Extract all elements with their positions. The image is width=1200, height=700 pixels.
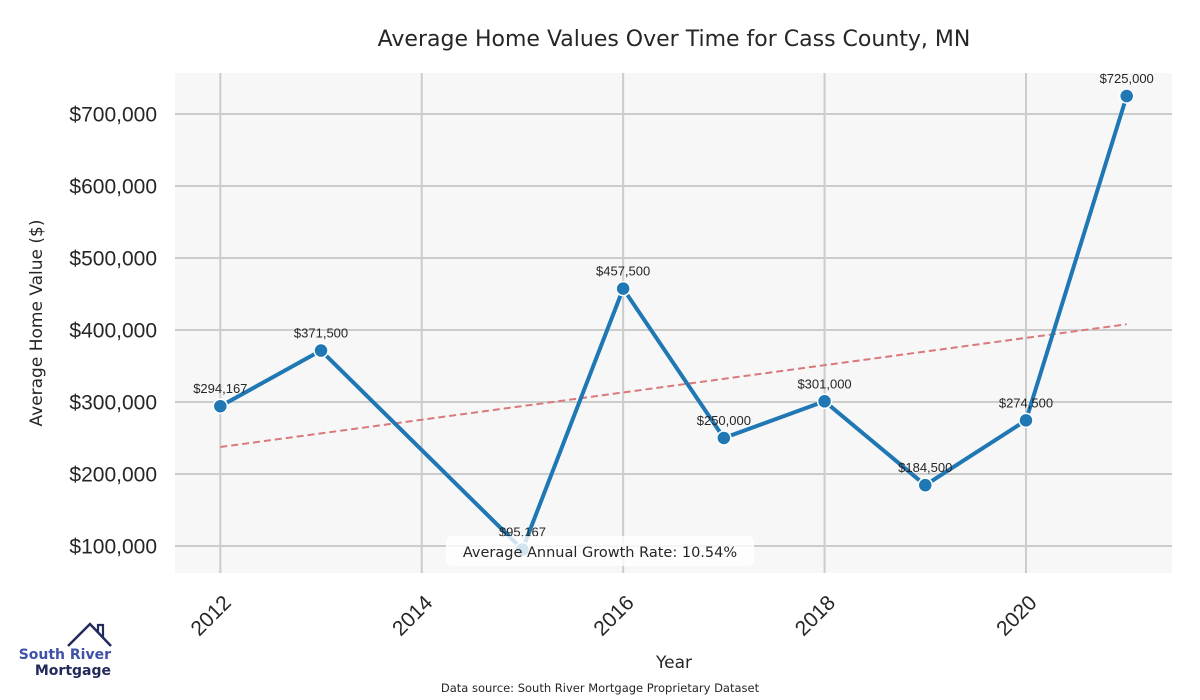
data-point	[917, 477, 934, 493]
data-label: $371,500	[294, 326, 348, 341]
data-point	[716, 430, 732, 446]
x-tick-label: 2014	[388, 591, 438, 641]
y-axis-ticks: $100,000 $200,000 $300,000 $400,000 $500,000…	[69, 104, 157, 559]
y-tick-label: $100,000	[69, 536, 157, 559]
data-point	[1018, 412, 1034, 429]
annotation-box	[446, 536, 754, 566]
data-point	[615, 280, 631, 297]
y-tick-label: $500,000	[69, 248, 157, 271]
source-note: Data source: South River Mortgage Propri…	[441, 681, 760, 695]
logo-text-line2: Mortgage	[35, 663, 111, 679]
chart-title: Average Home Values Over Time for Cass C…	[378, 27, 971, 52]
annotation-text: Average Annual Growth Rate: 10.54%	[463, 545, 737, 561]
company-logo: South River Mortgage	[19, 622, 112, 679]
data-point	[212, 398, 229, 414]
y-tick-label: $600,000	[69, 176, 157, 199]
y-tick-label: $300,000	[69, 392, 157, 415]
data-label: $184,500	[898, 460, 952, 475]
x-axis-label: Year	[655, 653, 692, 673]
data-labels: $294,167 $371,500 $95,167 $457,500 $250,000 $…	[193, 71, 1154, 539]
grid-lines	[175, 73, 1172, 573]
data-label: $95,167	[499, 524, 546, 539]
data-points	[212, 88, 1135, 558]
x-tick-label: 2012	[187, 591, 236, 640]
x-tick-label: 2016	[589, 591, 638, 640]
y-tick-label: $700,000	[69, 104, 157, 127]
x-tick-label: 2018	[791, 591, 840, 640]
data-label: $301,000	[797, 376, 851, 391]
data-label: $725,000	[1100, 71, 1154, 86]
data-label: $274,500	[999, 395, 1053, 410]
data-label: $294,167	[193, 381, 247, 396]
x-axis-ticks: 2012 2014 2016 2018 2020	[187, 591, 1042, 641]
y-axis-label: Average Home Value ($)	[27, 220, 47, 427]
growth-rate-annotation: Average Annual Growth Rate: 10.54%	[446, 536, 754, 566]
y-tick-label: $400,000	[69, 320, 157, 343]
data-label: $250,000	[697, 413, 751, 428]
logo-text-line1: South River	[19, 647, 111, 663]
house-roof-icon	[67, 622, 112, 647]
y-tick-label: $200,000	[69, 464, 157, 487]
data-label: $457,500	[596, 264, 650, 279]
x-tick-label: 2020	[992, 591, 1041, 640]
data-point	[816, 393, 833, 410]
plot-area	[175, 73, 1172, 573]
data-point	[313, 342, 329, 359]
trend-line	[220, 323, 1127, 449]
data-point	[1118, 88, 1135, 104]
